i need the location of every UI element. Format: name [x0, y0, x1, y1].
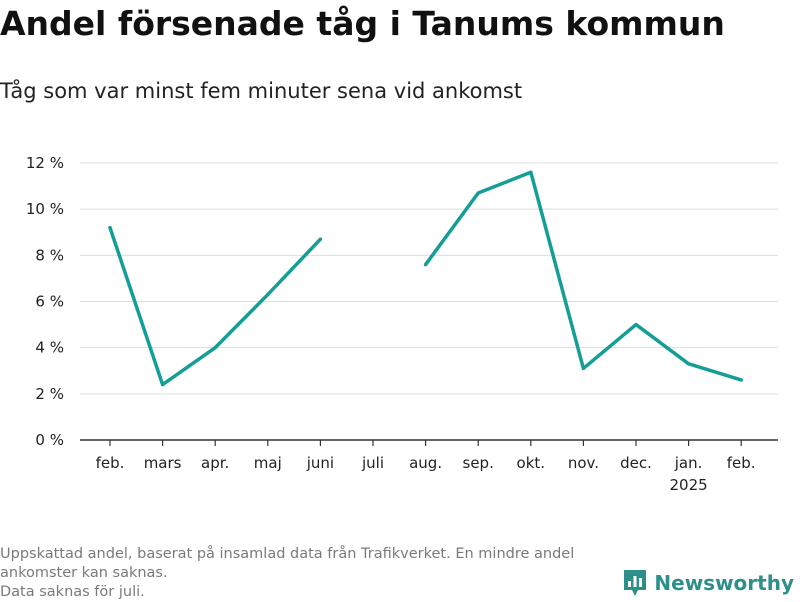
y-tick-label: 12 % — [26, 154, 64, 172]
brand-name: Newsworthy — [654, 571, 794, 595]
x-tick-label: aug. — [409, 454, 442, 472]
data-point — [687, 362, 691, 366]
x-tick-label: dec. — [620, 454, 652, 472]
data-point — [634, 322, 638, 327]
x-tick-label: maj — [254, 454, 282, 472]
x-tick-label: apr. — [201, 454, 229, 472]
footnote-line: Data saknas för juli. — [0, 584, 145, 600]
footnote: Uppskattad andel, baserat på insamlad da… — [0, 545, 640, 602]
data-point — [318, 237, 322, 241]
data-point — [476, 191, 480, 195]
x-tick-sublabel: 2025 — [670, 476, 708, 494]
x-tick-label: juni — [306, 454, 334, 472]
data-point — [581, 366, 586, 371]
x-tick-label: feb. — [96, 454, 125, 472]
footnote-line: Uppskattad andel, baserat på insamlad da… — [0, 546, 575, 562]
x-tick-label: jan. — [674, 454, 703, 472]
y-tick-label: 2 % — [35, 385, 64, 403]
footnote-line: ankomster kan saknas. — [0, 565, 168, 581]
x-tick-label: feb. — [727, 454, 756, 472]
y-tick-label: 0 % — [35, 431, 64, 449]
data-point — [213, 346, 217, 350]
y-tick-label: 4 % — [35, 339, 64, 357]
series-line — [108, 225, 323, 387]
x-tick-label: nov. — [568, 454, 599, 472]
data-point — [424, 262, 428, 267]
data-point — [529, 170, 533, 174]
chart-subtitle: Tåg som var minst fem minuter sena vid a… — [0, 79, 523, 103]
data-point — [108, 226, 112, 230]
y-tick-label: 6 % — [35, 293, 64, 311]
x-tick-label: juli — [361, 454, 384, 472]
series-line — [423, 170, 743, 382]
x-tick-label: okt. — [517, 454, 546, 472]
x-tick-label: sep. — [463, 454, 494, 472]
chart-title: Andel försenade tåg i Tanums kommun — [0, 4, 725, 43]
y-tick-label: 8 % — [35, 246, 64, 264]
data-point — [161, 383, 165, 387]
newsworthy-logo-icon — [624, 570, 647, 596]
y-tick-label: 10 % — [26, 200, 64, 218]
brand-logo: Newsworthy — [622, 568, 794, 598]
data-point — [739, 378, 743, 382]
data-point — [266, 292, 270, 297]
line-chart: 0 % 2 % 4 % 6 % 8 % 10 % 12 % feb. mars apr. maj ju… — [26, 154, 778, 494]
x-tick-label: mars — [144, 454, 182, 472]
